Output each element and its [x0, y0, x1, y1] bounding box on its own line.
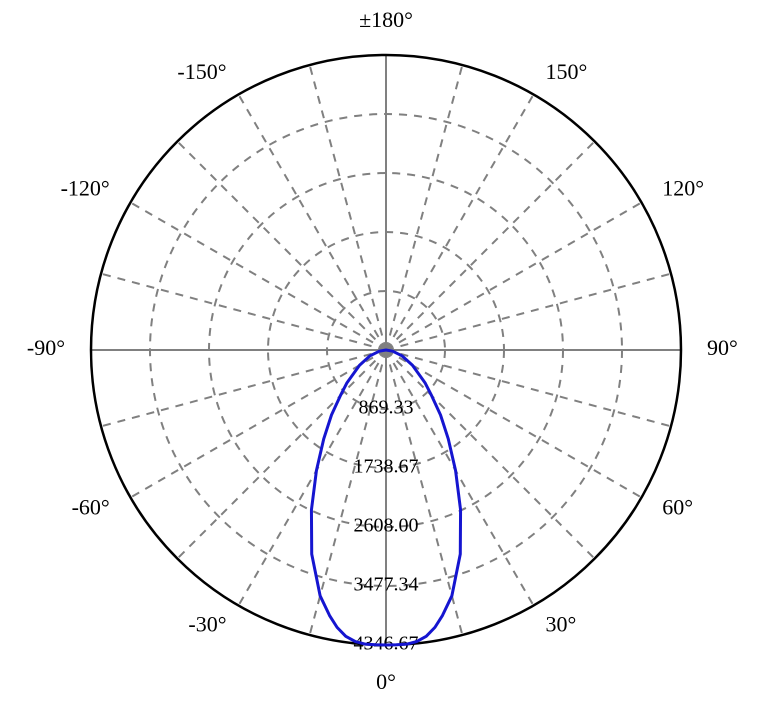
angle-label: -90°	[27, 335, 65, 360]
angle-label: 60°	[662, 495, 693, 520]
angle-label: ±180°	[359, 7, 413, 32]
angle-label: -120°	[61, 176, 110, 201]
angle-label: 30°	[546, 611, 577, 636]
angle-label: 150°	[546, 59, 588, 84]
angle-label: 90°	[707, 335, 738, 360]
angle-label: 120°	[662, 176, 704, 201]
radial-tick-label: 869.33	[359, 397, 414, 419]
radial-tick-label: 3477.34	[354, 574, 419, 596]
angle-label: -150°	[177, 59, 226, 84]
angle-label: 0°	[376, 669, 396, 694]
angle-label: -30°	[188, 611, 226, 636]
polar-chart: ±180° 150° 120° 90° 60° 30° 0° -30° -60° -90° -120…	[0, 0, 773, 701]
radial-tick-label: 1738.67	[354, 456, 419, 478]
angle-label: -60°	[72, 495, 110, 520]
radial-tick-label: 2608.00	[354, 515, 419, 537]
